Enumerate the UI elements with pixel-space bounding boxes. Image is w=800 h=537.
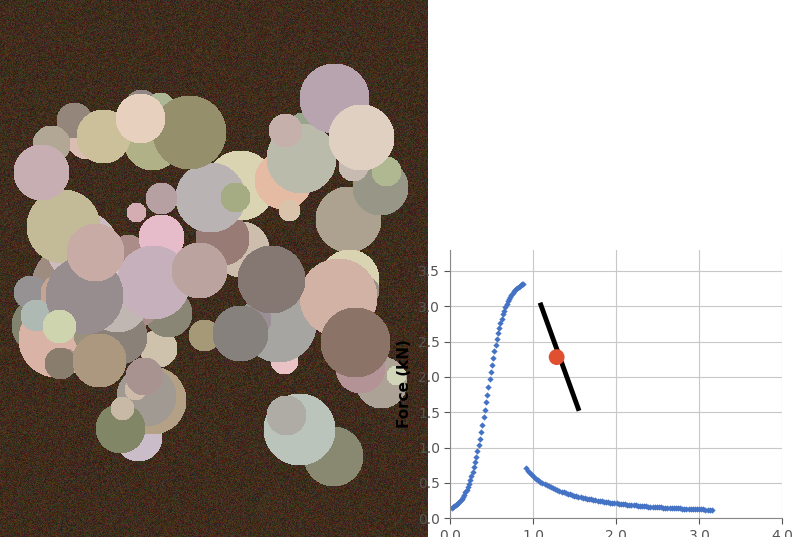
Point [550, 353, 563, 361]
Y-axis label: Force (kN): Force (kN) [398, 339, 413, 429]
